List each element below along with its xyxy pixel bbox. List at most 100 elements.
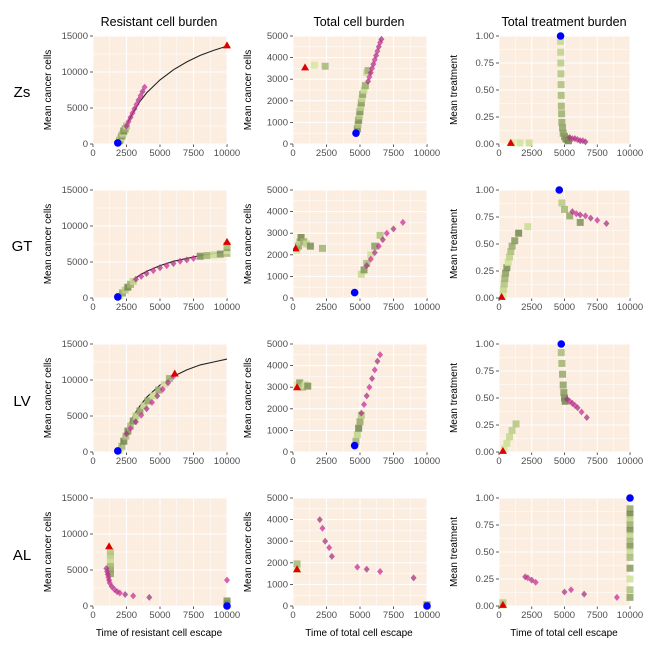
x-axis-title-total-cells: Time of total cell escape	[305, 628, 413, 639]
square-point	[626, 553, 634, 561]
x-tick-label: 0	[290, 302, 295, 313]
diamond-point	[371, 366, 378, 374]
square-point	[626, 516, 634, 524]
y-tick-label: 3000	[267, 382, 288, 393]
square-point	[559, 124, 567, 132]
x-tick-label: 2500	[116, 148, 137, 159]
square-point	[297, 234, 305, 242]
square-point	[557, 349, 565, 357]
y-tick-label: 1.00	[476, 493, 495, 504]
start-marker	[113, 447, 122, 455]
x-tick-label: 5000	[349, 302, 370, 313]
diamond-point	[578, 408, 585, 416]
square-point	[558, 359, 566, 367]
x-tick-label: 7500	[383, 302, 404, 313]
diamond-point	[371, 249, 378, 257]
diamond-point	[383, 229, 390, 237]
diamond-point	[143, 270, 150, 278]
square-point	[296, 238, 304, 246]
end-marker	[293, 244, 300, 252]
square-point	[557, 91, 565, 99]
column-title-total-cells: Total cell burden	[313, 15, 404, 29]
square-point	[503, 264, 511, 272]
y-tick-label: 1.00	[476, 31, 495, 42]
diamond-point	[587, 214, 594, 222]
diamond-point	[127, 424, 134, 432]
y-tick-label: 0.00	[476, 293, 495, 304]
diamond-point	[363, 565, 370, 573]
diamond-point	[568, 586, 575, 594]
square-point	[512, 420, 520, 428]
x-tick-label: 7500	[183, 456, 204, 467]
panel-zs-3: 0 2500 5000 7500 10000 0.00 0.25 0.50 0.75 1.00 Me…	[449, 31, 643, 159]
x-tick-label: 2500	[316, 302, 337, 313]
square-point	[626, 521, 634, 529]
y-tick-label: 1000	[267, 117, 288, 128]
marks	[293, 516, 431, 610]
diamond-point	[374, 357, 381, 365]
square-point	[304, 382, 312, 390]
y-tick-label: 5000	[67, 103, 88, 114]
panel-gt-3: 0 2500 5000 7500 10000 0.00 0.25 0.50 0.75 1.00 Me…	[449, 185, 643, 313]
square-point	[318, 244, 326, 252]
square-point	[364, 67, 372, 75]
diamond-point	[410, 574, 417, 582]
square-point	[501, 275, 509, 283]
x-tick-label: 0	[90, 302, 95, 313]
marks	[499, 494, 634, 609]
y-axis-title: Mean treatment	[449, 209, 460, 279]
x-tick-label: 10000	[214, 456, 240, 467]
square-point	[503, 439, 511, 447]
square-point	[626, 593, 634, 601]
x-tick-label: 0	[90, 456, 95, 467]
x-tick-label: 5000	[554, 148, 575, 159]
diamond-point	[577, 211, 584, 219]
x-tick-label: 5000	[349, 148, 370, 159]
y-tick-label: 0.00	[476, 447, 495, 458]
x-tick-label: 5000	[149, 148, 170, 159]
square-point	[203, 252, 211, 260]
panel-gt-1: 0 2500 5000 7500 10000 0 5000 10000 15000 Mean ca…	[43, 185, 240, 313]
column-title-treatment: Total treatment burden	[501, 15, 626, 29]
row-label-al: AL	[13, 547, 31, 564]
x-tick-label: 5000	[149, 610, 170, 621]
start-marker	[626, 494, 634, 502]
panel-al-1: 0 2500 5000 7500 10000 0 5000 10000 15000 Mean ca…	[43, 493, 240, 621]
diamond-point	[146, 593, 153, 601]
marks	[113, 358, 228, 455]
x-tick-label: 7500	[383, 610, 404, 621]
y-tick-label: 0.00	[476, 139, 495, 150]
square-point	[356, 108, 364, 116]
y-axis-title: Mean treatment	[449, 517, 460, 587]
diamond-point	[122, 590, 129, 598]
row-label-gt: GT	[12, 238, 33, 255]
y-tick-label: 4000	[267, 207, 288, 218]
square-point	[352, 437, 360, 445]
diamond-point	[354, 563, 361, 571]
marks	[301, 35, 385, 137]
y-tick-label: 0	[283, 447, 288, 458]
diamond-point	[561, 588, 568, 596]
x-tick-label: 5000	[554, 610, 575, 621]
square-point	[106, 562, 114, 570]
x-tick-label: 10000	[414, 302, 440, 313]
square-point	[576, 218, 584, 226]
square-point	[165, 375, 173, 383]
x-tick-label: 5000	[554, 302, 575, 313]
diamond-point	[163, 262, 170, 270]
panel-al-2: 0 2500 5000 7500 10000 0 1000 2000 3000 4000 5000 M…	[243, 493, 440, 621]
diamond-point	[574, 404, 581, 412]
end-marker	[301, 63, 310, 71]
y-tick-label: 0.25	[476, 112, 495, 123]
diamond-point	[377, 567, 384, 575]
square-point	[132, 412, 140, 420]
x-tick-label: 10000	[414, 148, 440, 159]
square-point	[626, 548, 634, 556]
y-tick-label: 1.00	[476, 185, 495, 196]
y-tick-label: 3000	[267, 536, 288, 547]
square-point	[106, 552, 114, 560]
y-tick-label: 0.75	[476, 58, 495, 69]
square-point	[361, 82, 369, 90]
diamond-point	[183, 256, 190, 264]
x-tick-label: 7500	[183, 610, 204, 621]
